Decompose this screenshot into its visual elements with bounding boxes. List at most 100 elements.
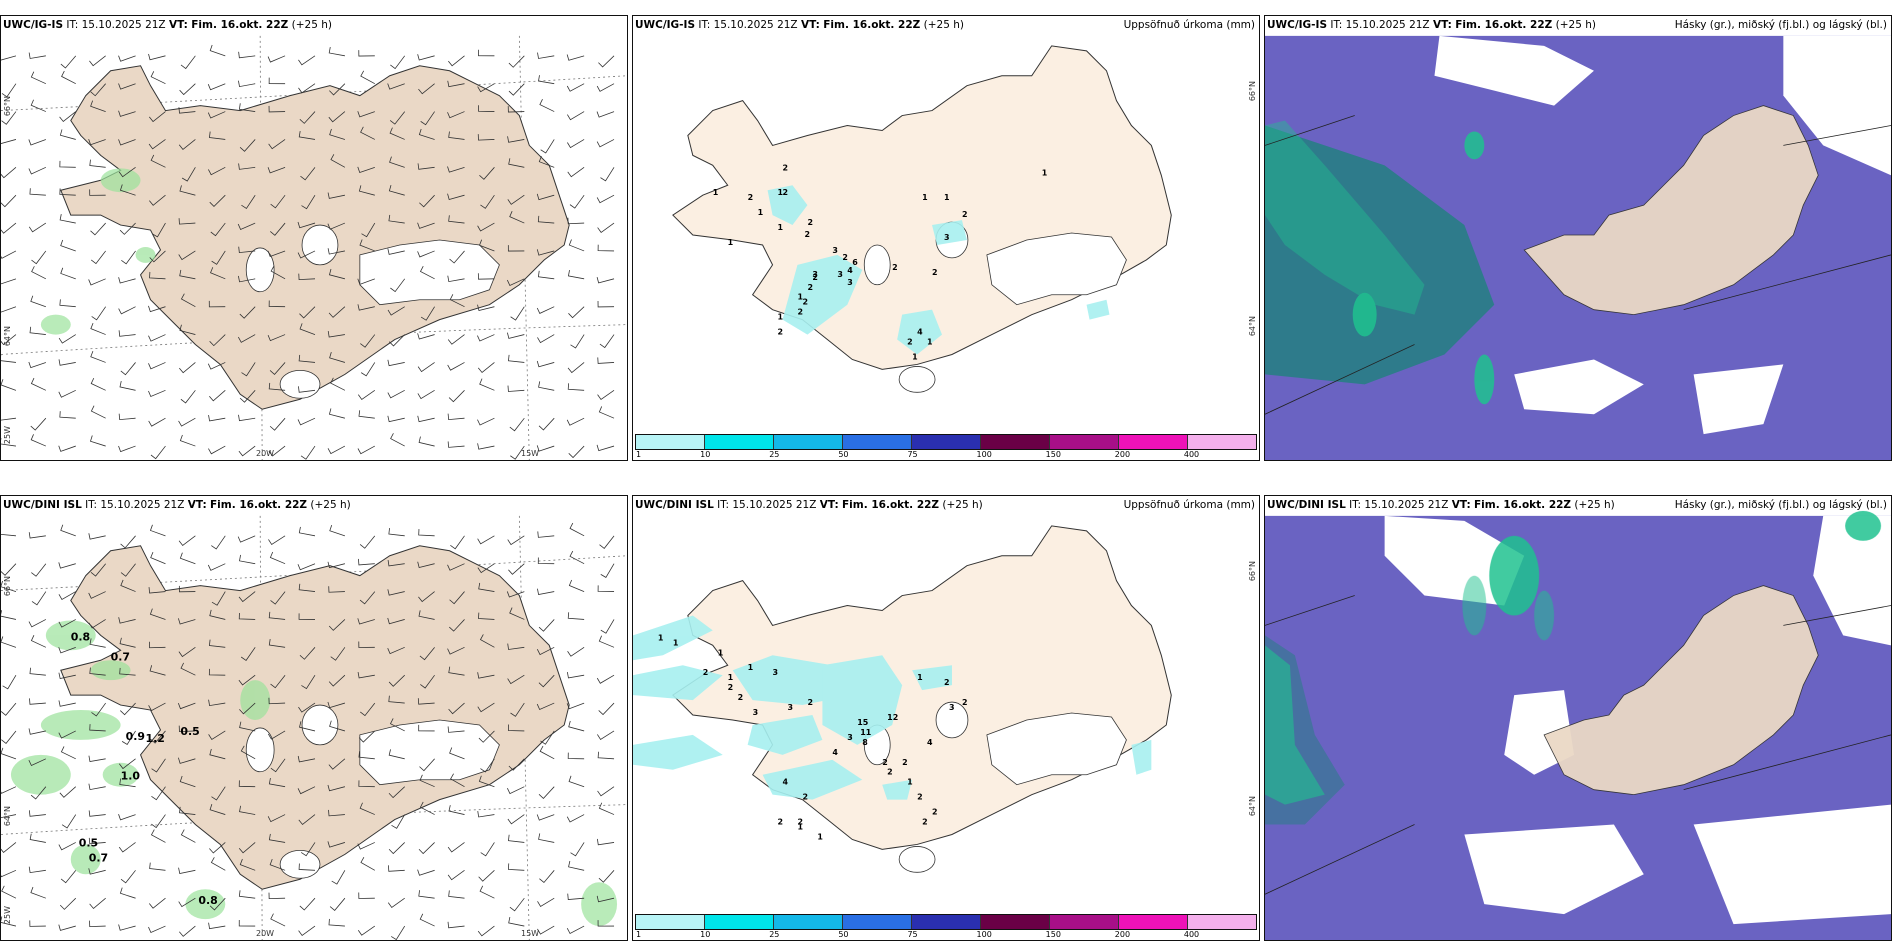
lead-time: (+25 h) xyxy=(291,19,332,31)
wind-barb xyxy=(330,647,346,661)
wind-barb xyxy=(30,377,47,391)
wind-barb xyxy=(298,55,316,66)
lat-label-66: 66°N xyxy=(1248,561,1257,582)
precip-value-label: 3 xyxy=(832,246,838,255)
wind-barb xyxy=(478,870,495,882)
colorbar-tick: 400 xyxy=(1183,930,1200,939)
wind-barb xyxy=(148,417,166,427)
wind-barb xyxy=(179,434,196,447)
wind-barb xyxy=(58,842,76,851)
wind-barb xyxy=(268,777,286,788)
precip-value-label: 2 xyxy=(802,793,808,802)
wind-barb xyxy=(267,250,286,258)
wind-barb xyxy=(597,300,615,308)
wind-barb xyxy=(328,111,346,123)
wind-barb xyxy=(570,334,585,349)
wind-barb xyxy=(360,334,376,348)
precip-value-label: 0.8 xyxy=(198,894,217,907)
wind-barb xyxy=(596,194,615,204)
wind-barb xyxy=(148,389,166,398)
wind-barb xyxy=(597,389,615,401)
precip-value-label: 1 xyxy=(778,313,784,322)
wind-barb xyxy=(178,897,196,908)
vt-value: Fim. 16.okt. 22Z xyxy=(823,19,921,31)
colorbar-tick: 1 xyxy=(636,450,642,459)
wind-barb xyxy=(238,674,256,686)
wind-barb xyxy=(237,334,256,343)
wind-barb xyxy=(90,563,106,577)
panel-bot-mid: UWC/DINI ISL IT: 15.10.2025 21Z VT: Fim.… xyxy=(632,495,1260,941)
wind-barb xyxy=(209,194,226,207)
wind-barb xyxy=(178,250,196,261)
wind-barb xyxy=(538,619,555,632)
wind-barb xyxy=(596,674,615,684)
precip-value-label: 0.5 xyxy=(79,836,98,849)
precip-value-label: 4 xyxy=(832,748,838,757)
precip-value-label: 4 xyxy=(783,778,789,787)
wind-barb xyxy=(88,837,106,845)
wind-barb xyxy=(1,437,17,447)
wind-barb xyxy=(209,390,226,402)
precip-value-label: 3 xyxy=(812,270,818,279)
colorbar-segment xyxy=(1188,435,1256,449)
wind-barb xyxy=(417,333,435,340)
wind-barb xyxy=(268,77,286,85)
wind-barb xyxy=(58,562,76,569)
wind-barb xyxy=(388,749,405,760)
precip-value-label: 2 xyxy=(807,218,813,227)
precip-value-label: 2 xyxy=(932,268,938,277)
wind-barb xyxy=(239,702,256,715)
wind-barb xyxy=(358,780,375,788)
wind-barb xyxy=(89,724,106,732)
precip-value-label: 1 xyxy=(922,193,928,202)
wind-barb xyxy=(177,702,196,710)
wind-barb xyxy=(538,155,555,168)
precip-value-label: 2 xyxy=(842,253,848,262)
wind-barb xyxy=(360,70,375,85)
wind-barb xyxy=(389,127,405,140)
wind-barb xyxy=(566,702,585,710)
wind-barb xyxy=(209,803,226,815)
wind-barb xyxy=(596,838,615,846)
wind-barb xyxy=(268,611,286,620)
wind-barb xyxy=(60,524,76,537)
wind-barb xyxy=(268,105,286,113)
precip-value-label: 0.5 xyxy=(180,725,199,738)
wind-barb xyxy=(508,563,525,575)
wind-barb xyxy=(209,131,226,140)
wind-barb xyxy=(29,326,46,335)
wind-barb xyxy=(208,639,226,648)
wind-barb xyxy=(567,646,585,657)
wind-barb xyxy=(449,591,465,605)
wind-barb xyxy=(119,381,136,391)
wind-barb xyxy=(90,83,106,97)
wind-barb xyxy=(298,526,316,537)
precip-value-label: 1 xyxy=(728,673,734,682)
wind-barb xyxy=(329,720,346,732)
wind-barb xyxy=(58,389,76,398)
wind-barb xyxy=(239,858,256,871)
colorbar-tick: 10 xyxy=(700,450,711,459)
precip-colorbar-ticks: 1 10 25 50 75 100 150 200 400 xyxy=(635,450,1257,460)
wind-barb xyxy=(327,841,346,848)
wind-barb xyxy=(28,619,47,628)
wind-barb xyxy=(328,758,346,770)
wind-barb xyxy=(88,810,106,817)
wind-barb xyxy=(239,306,256,319)
wind-barb xyxy=(28,52,46,59)
wind-barb xyxy=(327,784,346,792)
wind-barb xyxy=(538,417,555,431)
precip-value-label: 1 xyxy=(1042,168,1048,177)
colorbar-tick: 50 xyxy=(838,450,849,459)
colorbar-segment xyxy=(636,435,705,449)
wind-barb xyxy=(540,730,555,745)
colorbar-segment xyxy=(1050,435,1119,449)
wind-barb xyxy=(1,702,17,716)
wind-barb xyxy=(178,107,196,114)
wind-barb xyxy=(209,748,226,760)
lon-label-25: 25W xyxy=(3,906,12,925)
wind-barb xyxy=(301,194,316,210)
wind-barb xyxy=(447,441,465,448)
wind-barb xyxy=(211,250,226,265)
lead-time: (+25 h) xyxy=(923,19,964,31)
